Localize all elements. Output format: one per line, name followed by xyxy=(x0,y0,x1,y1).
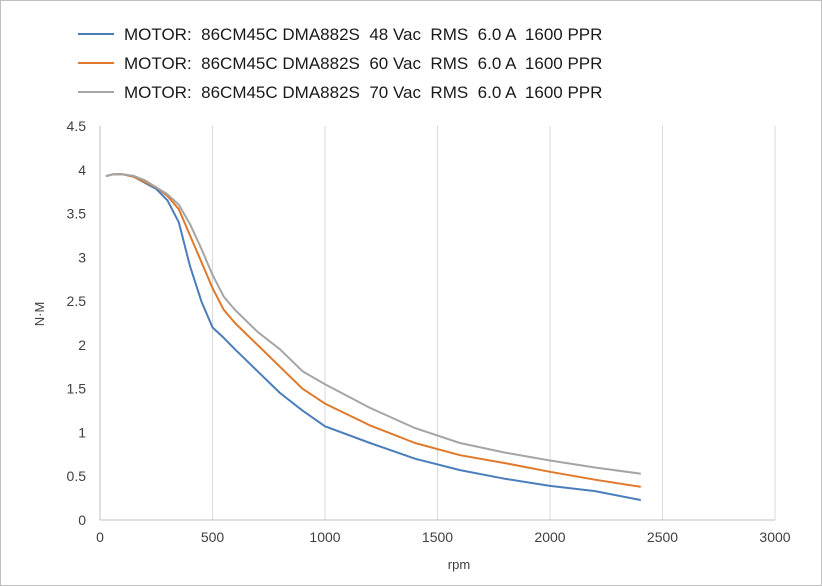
y-tick-label: 3.5 xyxy=(67,206,87,222)
y-tick-label: 1.5 xyxy=(67,381,87,397)
x-tick-label: 1000 xyxy=(309,529,340,545)
x-tick-label: 2000 xyxy=(534,529,565,545)
y-tick-label: 0.5 xyxy=(67,468,87,484)
y-axis-label: N·M xyxy=(32,302,47,327)
y-tick-label: 2 xyxy=(78,337,86,353)
series-line-1 xyxy=(105,173,641,501)
legend-label-1: MOTOR: 86CM45C DMA882S 48 Vac RMS 6.0 A … xyxy=(124,25,602,44)
x-axis-label: rpm xyxy=(448,557,470,572)
legend: MOTOR: 86CM45C DMA882S 48 Vac RMS 6.0 A … xyxy=(78,25,602,102)
legend-label-3: MOTOR: 86CM45C DMA882S 70 Vac RMS 6.0 A … xyxy=(124,83,602,102)
series-line-3 xyxy=(105,173,641,475)
y-tick-label: 1 xyxy=(78,424,86,440)
y-tick-label: 2.5 xyxy=(67,293,87,309)
y-tick-label: 4 xyxy=(78,162,86,178)
legend-label-2: MOTOR: 86CM45C DMA882S 60 Vac RMS 6.0 A … xyxy=(124,54,602,73)
x-tick-label: 3000 xyxy=(759,529,790,545)
x-tick-label: 500 xyxy=(201,529,225,545)
x-tick-label: 2500 xyxy=(647,529,678,545)
series-line-2 xyxy=(105,173,641,488)
y-tick-label: 3 xyxy=(78,249,86,265)
y-tick-label: 0 xyxy=(78,512,86,528)
y-tick-label: 4.5 xyxy=(67,118,87,134)
tick-labels: 0 500 1000 1500 2000 2500 3000 0 0.5 1 1.5 2 2.5 3 3.5… xyxy=(67,118,791,545)
x-tick-label: 1500 xyxy=(422,529,453,545)
vertical-gridlines xyxy=(99,126,776,520)
axes xyxy=(99,126,775,521)
x-tick-label: 0 xyxy=(96,529,104,545)
series-lines xyxy=(105,173,641,501)
